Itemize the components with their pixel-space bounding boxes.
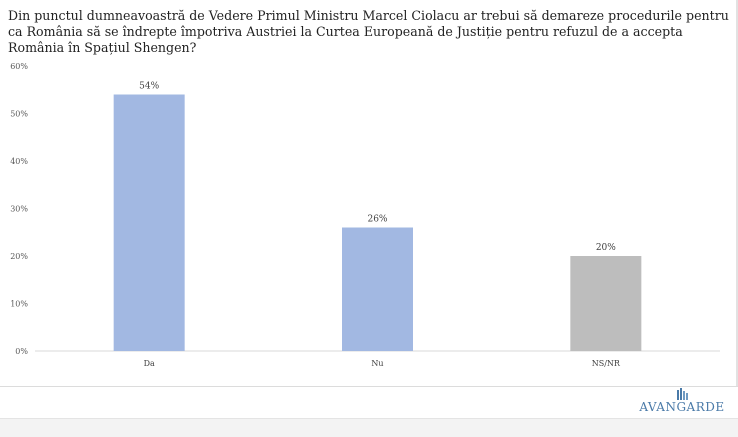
category-label: Nu	[371, 359, 383, 368]
y-tick-label: 30%	[10, 205, 28, 214]
y-tick-label: 60%	[10, 62, 28, 71]
data-label: 20%	[596, 243, 616, 253]
right-border	[736, 0, 738, 386]
footer-bar	[0, 386, 738, 419]
y-tick-label: 20%	[10, 252, 28, 261]
data-label: 54%	[139, 82, 159, 92]
brand-logo: AVANGARDE	[632, 388, 732, 418]
footer-strip	[0, 418, 738, 437]
category-label: Da	[144, 359, 155, 368]
bar-chart: 0% 10% 20% 30% 40% 50% 60% 54% Da 26% Nu 20% NS/NR	[10, 62, 720, 368]
chart-title: Din punctul dumneavoastră de Vedere Prim…	[8, 8, 729, 55]
y-tick-label: 0%	[15, 347, 28, 356]
y-tick-label: 40%	[10, 157, 28, 166]
bar	[570, 256, 642, 351]
bar	[342, 227, 413, 351]
bar	[113, 94, 185, 351]
data-label: 26%	[367, 215, 387, 225]
brand-mark-icon	[677, 388, 688, 400]
y-tick-label: 10%	[10, 300, 28, 309]
y-tick-label: 50%	[10, 110, 28, 119]
category-label: NS/NR	[592, 359, 621, 368]
brand-name: AVANGARDE	[639, 400, 725, 414]
